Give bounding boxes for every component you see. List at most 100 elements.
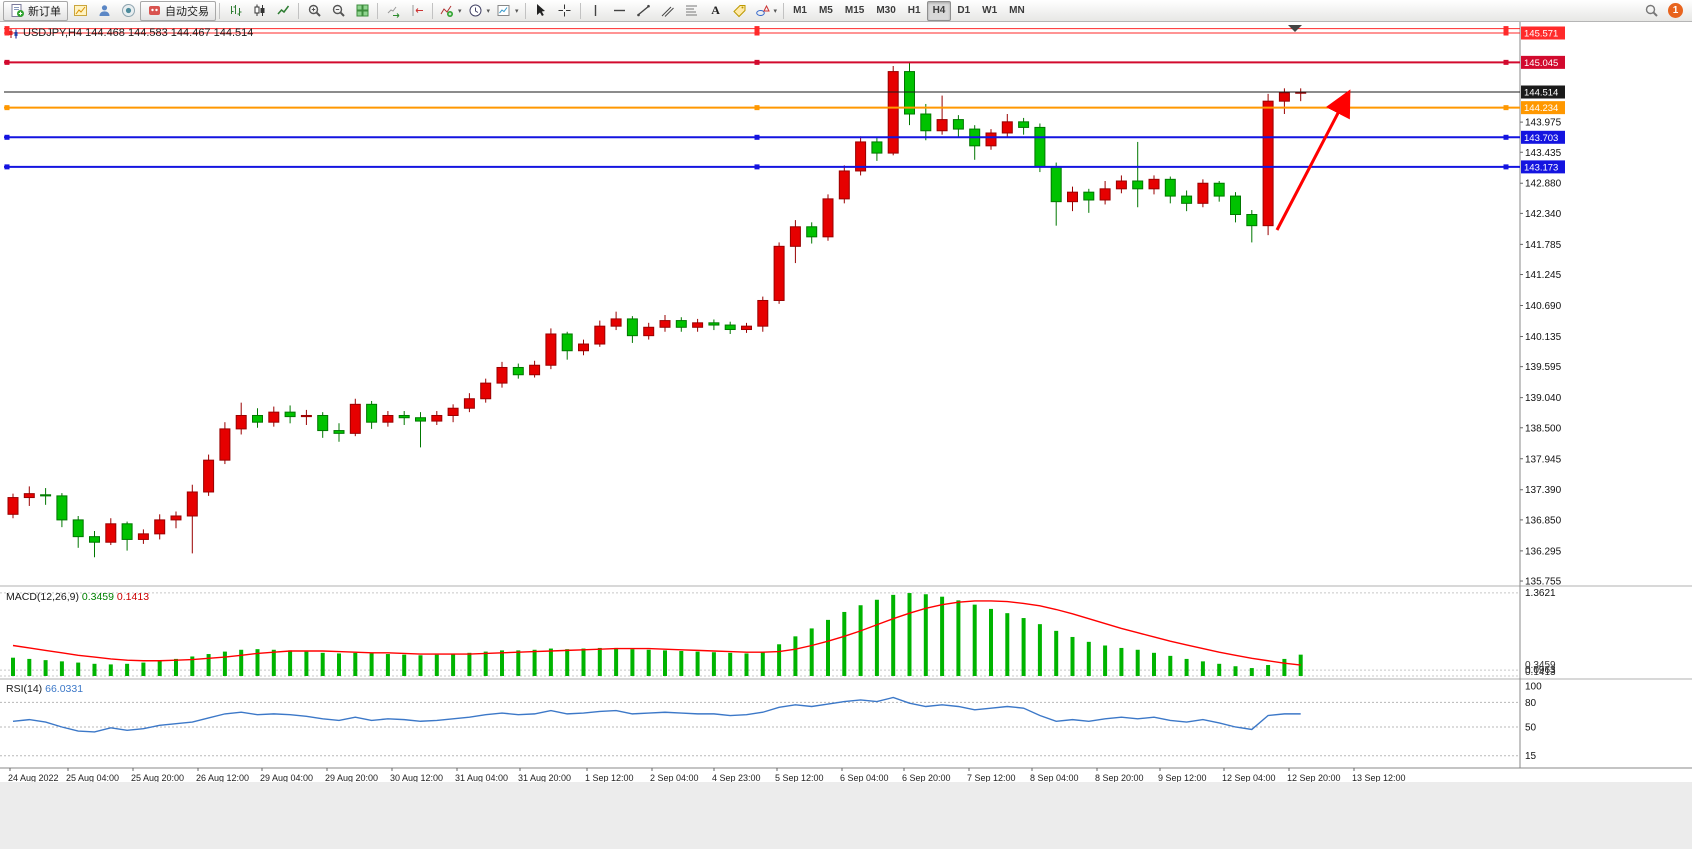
svg-text:26 Aug 12:00: 26 Aug 12:00 <box>196 773 249 782</box>
zoom-in-icon <box>308 4 321 17</box>
svg-text:100: 100 <box>1525 682 1542 693</box>
vertical-line-button[interactable] <box>584 1 608 21</box>
trend-arrow-annotation[interactable] <box>1275 89 1351 231</box>
tile-windows-icon <box>356 4 368 17</box>
text-label-icon <box>733 5 746 18</box>
bars-chart-icon <box>230 5 241 16</box>
timeframe-d1-button[interactable]: D1 <box>951 1 976 21</box>
new-order-button[interactable]: 新订单 <box>3 0 68 21</box>
svg-text:29 Aug 20:00: 29 Aug 20:00 <box>325 773 378 782</box>
timeframe-group: M1 M5 M15 M30 H1 H4 D1 W1 MN <box>787 0 1031 21</box>
channel-button[interactable] <box>656 1 680 21</box>
separator <box>524 2 526 19</box>
svg-text:1 Sep 12:00: 1 Sep 12:00 <box>585 773 634 782</box>
svg-text:143.703: 143.703 <box>1524 133 1558 144</box>
arrows-shapes-button[interactable]: ▾ <box>752 1 781 21</box>
cursor-button[interactable] <box>529 1 553 21</box>
timeframe-h1-button[interactable]: H1 <box>902 1 927 21</box>
text-label-button[interactable] <box>728 1 752 21</box>
svg-text:8 Sep 04:00: 8 Sep 04:00 <box>1030 773 1079 782</box>
periods-button[interactable]: ▾ <box>465 1 494 21</box>
zoom-in-button[interactable] <box>302 1 326 21</box>
chevron-down-icon: ▾ <box>773 7 778 15</box>
svg-text:25 Aug 04:00: 25 Aug 04:00 <box>66 773 119 782</box>
chart-canvas[interactable]: 143.975 143.435 142.880 142.340 141.785 141.2… <box>0 22 1692 783</box>
auto-scroll-button[interactable] <box>381 1 405 21</box>
rsi-value: 66.0331 <box>45 683 84 695</box>
price-axis: 143.975 143.435 142.880 142.340 141.785 141.2… <box>1520 26 1565 762</box>
svg-text:136.850: 136.850 <box>1525 515 1562 526</box>
svg-text:0.0963: 0.0963 <box>1525 665 1556 676</box>
clock-icon <box>469 4 482 17</box>
text-tool-icon: A <box>711 3 720 17</box>
svg-text:31 Aug 20:00: 31 Aug 20:00 <box>518 773 571 782</box>
macd-main-value: 0.3459 <box>81 591 114 603</box>
trendline-button[interactable] <box>632 1 656 21</box>
tile-windows-button[interactable] <box>350 1 374 21</box>
zoom-out-button[interactable] <box>326 1 350 21</box>
svg-text:140.690: 140.690 <box>1525 301 1562 312</box>
chart-shift-button[interactable] <box>405 1 429 21</box>
toolbar-right-cluster: 1 <box>1639 1 1689 21</box>
macd-name: MACD(12,26,9) <box>6 591 79 603</box>
separator <box>432 2 433 19</box>
timeframe-mn-button[interactable]: MN <box>1003 1 1031 21</box>
metaquotes-button[interactable] <box>116 1 140 21</box>
svg-text:137.945: 137.945 <box>1525 454 1562 465</box>
chart-candles-button[interactable] <box>247 1 271 21</box>
main-toolbar: 新订单 自动交易 <box>0 0 1692 22</box>
rsi-levels <box>0 701 1520 757</box>
time-axis: 24 Aug 2022 25 Aug 04:00 25 Aug 20:00 26 Au… <box>8 768 1406 783</box>
svg-text:5 Sep 12:00: 5 Sep 12:00 <box>775 773 824 782</box>
community-button[interactable] <box>92 1 116 21</box>
zoom-out-icon <box>332 4 345 17</box>
search-button[interactable] <box>1639 1 1663 21</box>
svg-text:0.1413: 0.1413 <box>1525 667 1556 678</box>
chart-line-button[interactable] <box>271 1 295 21</box>
timeframe-m5-button[interactable]: M5 <box>813 1 839 21</box>
fibonacci-button[interactable] <box>680 1 704 21</box>
indicators-icon <box>440 5 453 17</box>
timeframe-h4-button[interactable]: H4 <box>926 0 952 21</box>
svg-text:142.340: 142.340 <box>1525 209 1562 220</box>
timeframe-m15-button[interactable]: M15 <box>839 1 870 21</box>
text-button[interactable]: A <box>704 1 728 21</box>
horizontal-line-icon <box>614 9 626 12</box>
svg-text:7 Sep 12:00: 7 Sep 12:00 <box>967 773 1016 782</box>
autotrading-button[interactable]: 自动交易 <box>140 0 216 21</box>
svg-text:13 Sep 12:00: 13 Sep 12:00 <box>1352 773 1406 782</box>
horizontal-line-button[interactable] <box>608 1 632 21</box>
timeframe-m30-button[interactable]: M30 <box>870 1 901 21</box>
svg-text:8 Sep 20:00: 8 Sep 20:00 <box>1095 773 1144 782</box>
autotrading-icon <box>149 6 160 15</box>
macd-signal-line <box>12 600 1301 666</box>
svg-text:139.040: 139.040 <box>1525 393 1562 404</box>
separator <box>377 2 378 19</box>
macd-histogram <box>11 593 1303 676</box>
annotations <box>1275 89 1351 231</box>
svg-text:30 Aug 12:00: 30 Aug 12:00 <box>390 773 443 782</box>
crosshair-button[interactable] <box>553 1 577 21</box>
chart-window-button[interactable] <box>68 1 92 21</box>
chart-bars-button[interactable] <box>223 1 247 21</box>
separator <box>219 2 220 19</box>
vertical-line-icon <box>594 5 597 16</box>
templates-button[interactable]: ▾ <box>493 1 522 21</box>
svg-text:12 Sep 20:00: 12 Sep 20:00 <box>1287 773 1341 782</box>
timeframe-w1-button[interactable]: W1 <box>976 1 1003 21</box>
separator <box>298 2 299 19</box>
svg-text:29 Aug 04:00: 29 Aug 04:00 <box>260 773 313 782</box>
timeframe-m1-button[interactable]: M1 <box>787 1 813 21</box>
indicators-button[interactable]: ▾ <box>436 1 465 21</box>
notifications-badge[interactable]: 1 <box>1668 3 1683 18</box>
trendline-icon <box>637 4 650 17</box>
separator <box>783 2 785 19</box>
svg-text:139.595: 139.595 <box>1525 362 1562 373</box>
new-order-icon <box>11 4 24 17</box>
rsi-label: RSI(14) 66.0331 <box>6 683 83 695</box>
metaquotes-logo-icon <box>121 4 135 17</box>
svg-text:2 Sep 04:00: 2 Sep 04:00 <box>650 773 699 782</box>
svg-text:143.435: 143.435 <box>1525 148 1562 159</box>
channel-icon <box>661 6 674 17</box>
